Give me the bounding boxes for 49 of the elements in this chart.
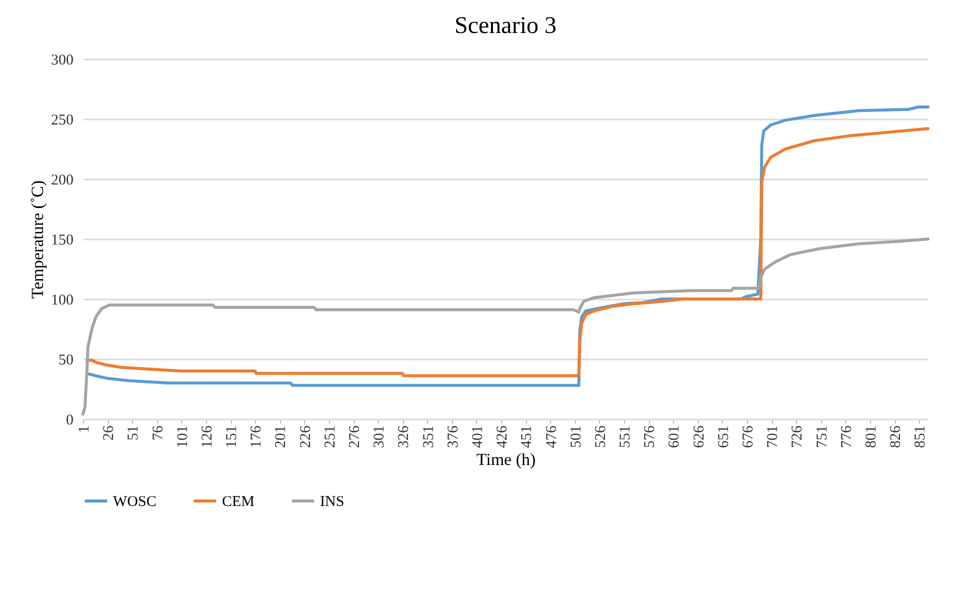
x-tick-label: 851: [912, 426, 929, 448]
x-tick-label: 401: [470, 426, 486, 448]
y-tick-label: 100: [51, 292, 74, 308]
x-tick-label: 301: [372, 426, 388, 448]
x-tick-label: 51: [126, 426, 142, 440]
x-tick-label: 476: [544, 425, 560, 448]
legend-label: INS: [320, 494, 344, 510]
x-tick-label: 151: [224, 426, 240, 448]
x-tick-label: 651: [716, 426, 732, 448]
x-axis-title: Time (h): [476, 450, 536, 469]
x-tick-label: 251: [322, 426, 338, 448]
x-tick-label: 176: [248, 425, 265, 448]
x-tick-label: 551: [618, 426, 634, 448]
line-series: [82, 238, 930, 416]
x-tick-label: 76: [150, 425, 166, 440]
x-tick-label: 526: [592, 425, 609, 448]
x-tick-label: 426: [494, 425, 511, 448]
x-tick-label: 101: [174, 426, 191, 448]
x-tick-label: 226: [298, 425, 314, 448]
legend-label: WOSC: [113, 494, 156, 510]
y-tick-label: 50: [58, 352, 74, 368]
y-axis-title: Temperature (˚C): [28, 180, 47, 299]
legend-label: CEM: [222, 494, 255, 510]
x-tick-label: 26: [101, 425, 118, 440]
x-tick-label: 326: [396, 425, 412, 448]
chart-title: Scenario 3: [454, 13, 556, 39]
y-tick-label: 250: [51, 112, 74, 128]
y-tick-label: 200: [51, 172, 74, 188]
y-tick-label: 300: [51, 52, 74, 68]
x-tick-label: 801: [863, 426, 880, 448]
x-tick-label: 201: [273, 426, 290, 448]
x-tick-label: 351: [420, 426, 437, 448]
x-tick-label: 626: [691, 425, 708, 448]
x-tick-label: 276: [347, 425, 364, 448]
x-tick-label: 1: [76, 426, 92, 433]
y-tick-label: 0: [66, 412, 74, 428]
x-tick-label: 451: [519, 426, 536, 448]
x-tick-label: 576: [642, 425, 658, 448]
x-tick-label: 501: [568, 426, 584, 448]
x-tick-label: 601: [666, 426, 683, 448]
x-tick-label: 726: [790, 425, 806, 448]
x-tick-label: 376: [445, 425, 462, 448]
x-tick-label: 676: [740, 425, 756, 448]
x-tick-label: 826: [888, 425, 904, 448]
x-tick-label: 126: [199, 425, 216, 448]
x-tick-label: 751: [814, 426, 830, 448]
x-tick-label: 701: [765, 426, 782, 448]
y-tick-label: 150: [51, 232, 74, 248]
x-tick-label: 776: [838, 425, 855, 448]
